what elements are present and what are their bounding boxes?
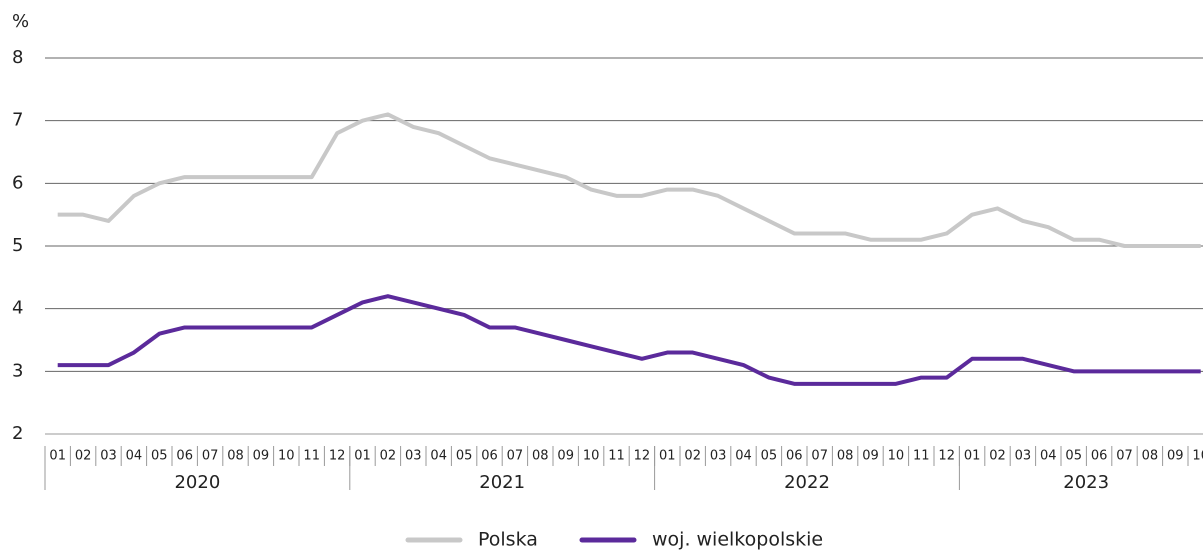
- y-tick-label: 4: [12, 298, 23, 319]
- x-tick-label: 01: [49, 449, 66, 464]
- x-tick-label: 11: [913, 449, 930, 464]
- x-tick-label: 12: [329, 449, 346, 464]
- x-tick-label: 12: [938, 449, 955, 464]
- x-tick-label: 12: [634, 449, 651, 464]
- x-tick-label: 04: [126, 449, 143, 464]
- x-tick-label: 03: [405, 449, 422, 464]
- x-tick-label: 07: [1116, 449, 1133, 464]
- x-tick-label: 02: [989, 449, 1006, 464]
- x-tick-label: 10: [1192, 449, 1203, 464]
- x-tick-label: 02: [380, 449, 397, 464]
- x-tick-label: 07: [507, 449, 524, 464]
- x-tick-label: 02: [75, 449, 92, 464]
- y-tick-label: 5: [12, 235, 23, 256]
- year-label: 2023: [1063, 472, 1109, 493]
- x-tick-label: 03: [1015, 449, 1032, 464]
- x-tick-label: 05: [456, 449, 473, 464]
- y-tick-label: 8: [12, 47, 23, 68]
- x-tick-label: 06: [176, 449, 193, 464]
- x-tick-label: 04: [430, 449, 447, 464]
- x-tick-label: 07: [811, 449, 828, 464]
- x-tick-label: 07: [202, 449, 219, 464]
- x-tick-label: 11: [303, 449, 320, 464]
- x-tick-label: 05: [1065, 449, 1082, 464]
- y-axis-unit: %: [12, 11, 29, 32]
- line-series: [57, 294, 1201, 386]
- y-tick-label: 6: [12, 172, 23, 193]
- x-tick-label: 10: [278, 449, 295, 464]
- x-tick-label: 09: [253, 449, 270, 464]
- x-tick-label: 03: [100, 449, 117, 464]
- x-tick-label: 01: [964, 449, 981, 464]
- x-tick-label: 09: [862, 449, 879, 464]
- legend-label: Polska: [478, 529, 538, 551]
- x-tick-label: 05: [151, 449, 168, 464]
- x-tick-label: 09: [1167, 449, 1184, 464]
- year-label: 2020: [174, 472, 220, 493]
- year-label: 2021: [479, 472, 525, 493]
- y-tick-label: 3: [12, 360, 23, 381]
- x-tick-label: 04: [735, 449, 752, 464]
- x-tick-label: 05: [761, 449, 778, 464]
- line-series: [57, 112, 1201, 248]
- x-tick-label: 04: [1040, 449, 1057, 464]
- x-tick-label: 08: [837, 449, 854, 464]
- x-tick-label: 10: [888, 449, 905, 464]
- x-tick-label: 03: [710, 449, 727, 464]
- year-label: 2022: [784, 472, 830, 493]
- x-tick-label: 11: [608, 449, 625, 464]
- y-tick-label: 7: [12, 110, 23, 131]
- x-tick-label: 01: [354, 449, 371, 464]
- x-tick-label: 06: [786, 449, 803, 464]
- x-tick-label: 02: [684, 449, 701, 464]
- x-tick-label: 06: [481, 449, 498, 464]
- x-tick-label: 01: [659, 449, 676, 464]
- x-tick-label: 08: [1142, 449, 1159, 464]
- x-tick-label: 06: [1091, 449, 1108, 464]
- legend-label: woj. wielkopolskie: [652, 529, 823, 551]
- x-tick-label: 08: [532, 449, 549, 464]
- y-tick-label: 2: [12, 423, 23, 444]
- x-tick-label: 09: [557, 449, 574, 464]
- x-tick-label: 10: [583, 449, 600, 464]
- x-tick-label: 08: [227, 449, 244, 464]
